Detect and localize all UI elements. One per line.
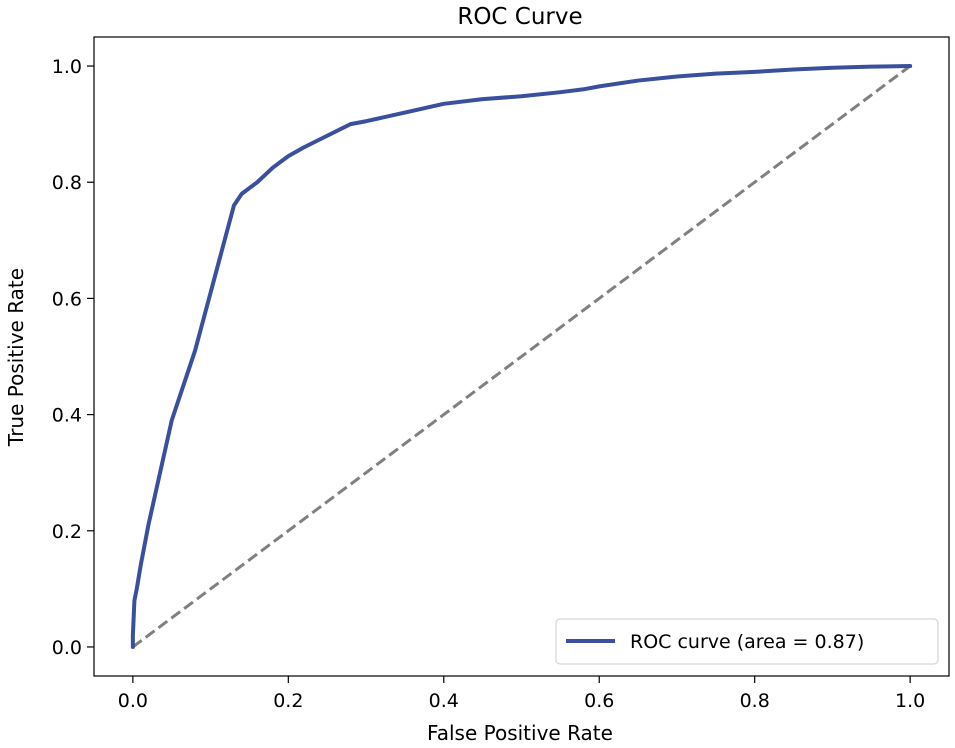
x-axis-label: False Positive Rate (427, 721, 613, 745)
roc-curve-line (130, 64, 913, 649)
y-axis-ticks: 0.0 0.2 0.4 0.6 0.8 1.0 (52, 56, 94, 659)
y-tick-label: 0.4 (52, 405, 82, 427)
x-tick-label: 0.2 (273, 690, 303, 712)
y-tick-label: 1.0 (52, 56, 82, 78)
y-tick-label: 0.2 (52, 521, 82, 543)
y-tick-label: 0.8 (52, 172, 82, 194)
y-tick-label: 0.6 (52, 288, 82, 310)
legend-box (555, 618, 939, 665)
legend-label: ROC curve (area = 0.87) (630, 631, 864, 653)
y-axis-label: True Positive Rate (4, 268, 28, 447)
x-axis-ticks: 0.0 0.2 0.4 0.6 0.8 1.0 (118, 676, 925, 712)
x-tick-label: 0.4 (429, 690, 459, 712)
series-layer (130, 64, 913, 649)
y-tick-label: 0.0 (52, 637, 82, 659)
chart-title: ROC Curve (457, 4, 582, 30)
chance-diagonal-line (131, 64, 912, 649)
x-tick-label: 0.8 (740, 690, 770, 712)
legend: ROC curve (area = 0.87) (555, 618, 939, 665)
x-tick-label: 0.6 (584, 690, 614, 712)
x-tick-label: 1.0 (895, 690, 925, 712)
x-tick-label: 0.0 (118, 690, 148, 712)
